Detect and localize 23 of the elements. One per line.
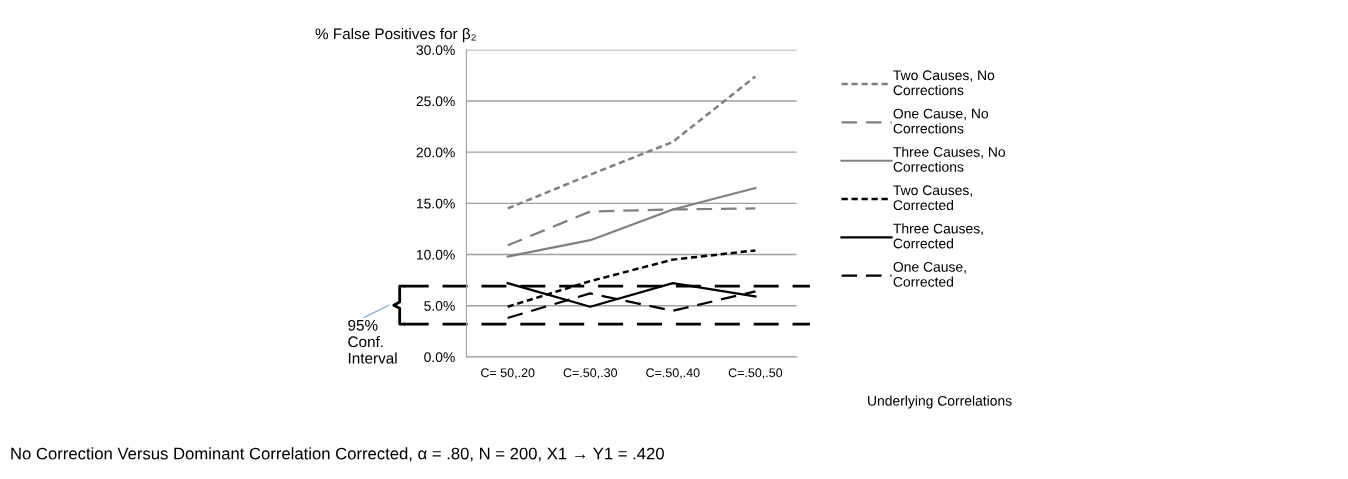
line-series [506, 186, 757, 258]
y-axis-title: % False Positives for β₂ [315, 28, 476, 43]
legend-label: Two Causes, Corrected [893, 185, 972, 211]
x-tick-label: C=.50,.40 [646, 368, 700, 379]
y-tick-label: 25.0% [416, 96, 455, 107]
x-tick-label: C=.50,.30 [563, 368, 618, 379]
y-tick-label: 20.0% [416, 147, 455, 158]
y-tick-label: 0.0% [424, 352, 455, 363]
x-tick-label: C= 50,.20 [481, 368, 535, 379]
y-tick-label: 30.0% [416, 45, 455, 55]
ref-line-label: 95% Conf. Interval [348, 319, 397, 364]
legend-label: Three Causes, Corrected [893, 223, 983, 249]
line-series [506, 75, 757, 210]
y-tick-label: 5.0% [424, 301, 455, 311]
text: No Correction Versus Dominant Correlation Corrected, α = .80, N = 200, X1 → Y1 = .420 [11, 447, 664, 462]
legend-label: Three Causes, No Corrections [893, 146, 1006, 172]
text: Underlying Correlations [868, 395, 1012, 409]
legend-label: One Cause, Corrected [893, 261, 966, 287]
y-tick-label: 15.0% [416, 198, 455, 209]
y-tick-label: 10.0% [416, 249, 455, 260]
x-tick-label: C=.50,.50 [728, 368, 783, 379]
legend-label: One Cause, No Corrections [893, 108, 989, 134]
legend-label: Two Causes, No Corrections [893, 70, 995, 96]
